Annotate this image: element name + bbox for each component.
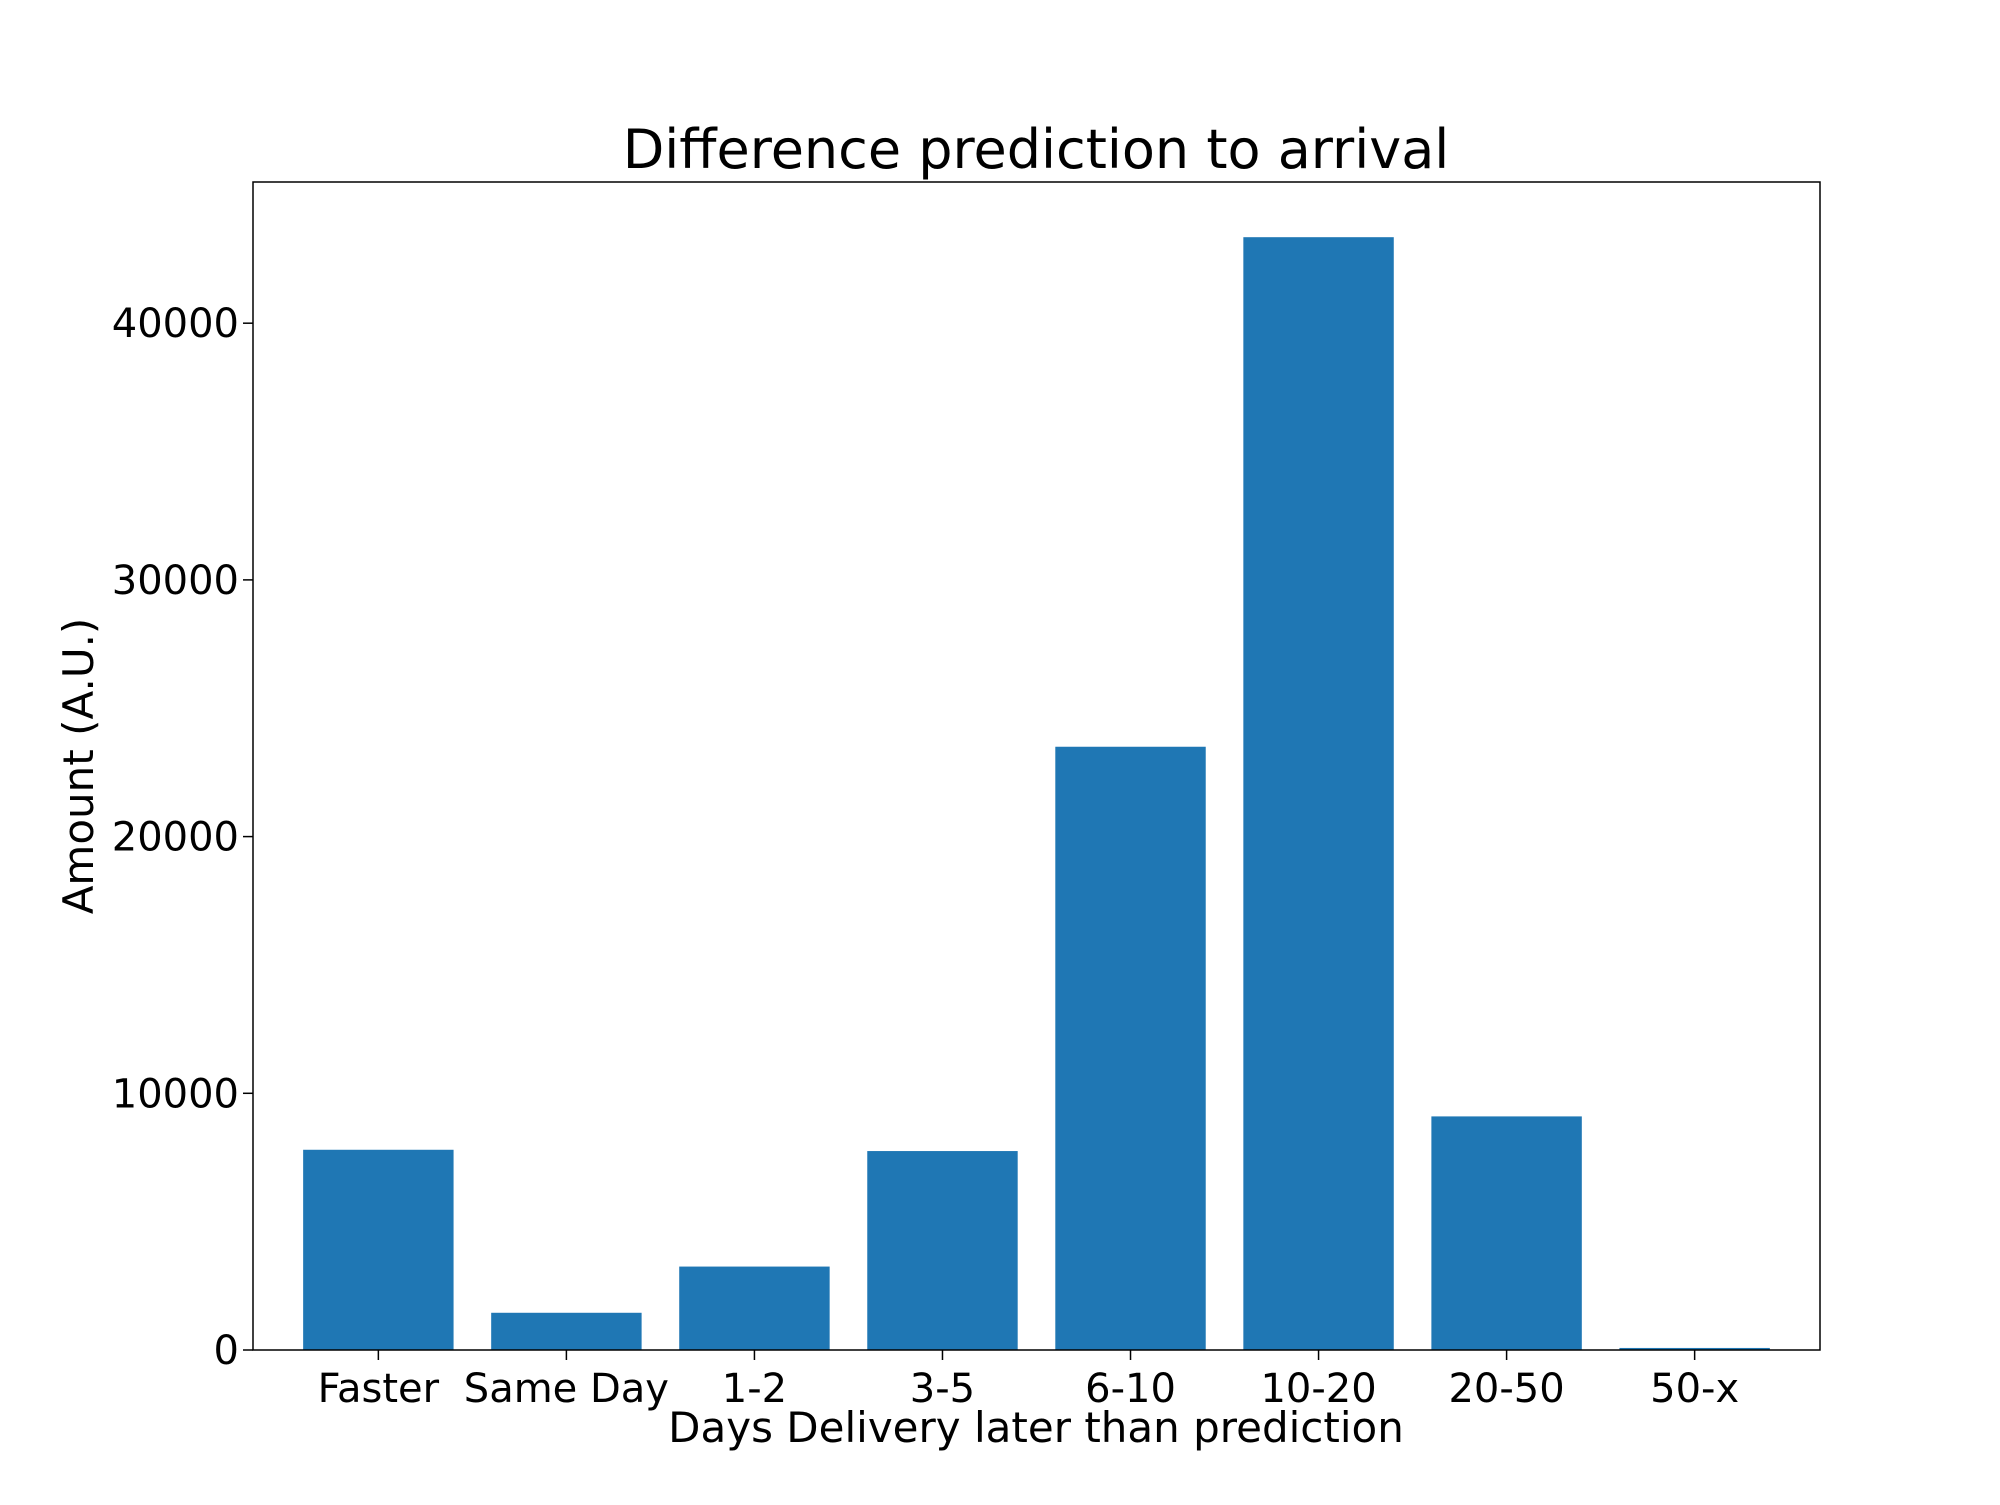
bar-20-50 bbox=[1431, 1116, 1582, 1350]
x-tick-label: Same Day bbox=[464, 1366, 669, 1412]
plot-frame bbox=[252, 181, 1821, 1351]
x-tick-label: 50-x bbox=[1650, 1366, 1739, 1412]
y-tick-label: 30000 bbox=[112, 558, 239, 604]
ticks-layer: Faster Same Day 1-2 3-5 6-10 10-20 20-50 50-x 0 1… bbox=[112, 301, 1739, 1412]
y-axis-label: Amount (A.U.) bbox=[54, 618, 103, 915]
x-tick-label: 10-20 bbox=[1260, 1366, 1376, 1412]
y-tick-label: 40000 bbox=[112, 301, 239, 347]
x-tick-label: 6-10 bbox=[1085, 1366, 1176, 1412]
bars-layer bbox=[303, 237, 1770, 1351]
x-tick-label: 3-5 bbox=[910, 1366, 975, 1412]
bar-50-x bbox=[1619, 1347, 1770, 1350]
chart-title: Difference prediction to arrival bbox=[623, 118, 1450, 181]
bar-6-10 bbox=[1055, 746, 1206, 1350]
x-tick-label: 20-50 bbox=[1448, 1366, 1564, 1412]
x-tick-label: 1-2 bbox=[722, 1366, 787, 1412]
x-tick-label: Faster bbox=[318, 1366, 440, 1412]
bar-1-2 bbox=[679, 1266, 830, 1350]
y-tick-label: 10000 bbox=[112, 1071, 239, 1117]
y-tick-label: 20000 bbox=[112, 815, 239, 861]
bar-faster bbox=[303, 1149, 454, 1350]
bar-10-20 bbox=[1243, 237, 1394, 1351]
x-axis-label: Days Delivery later than prediction bbox=[668, 1403, 1404, 1452]
bar-same-day bbox=[491, 1312, 642, 1350]
y-tick-label: 0 bbox=[214, 1328, 239, 1374]
bar-3-5 bbox=[867, 1151, 1018, 1350]
